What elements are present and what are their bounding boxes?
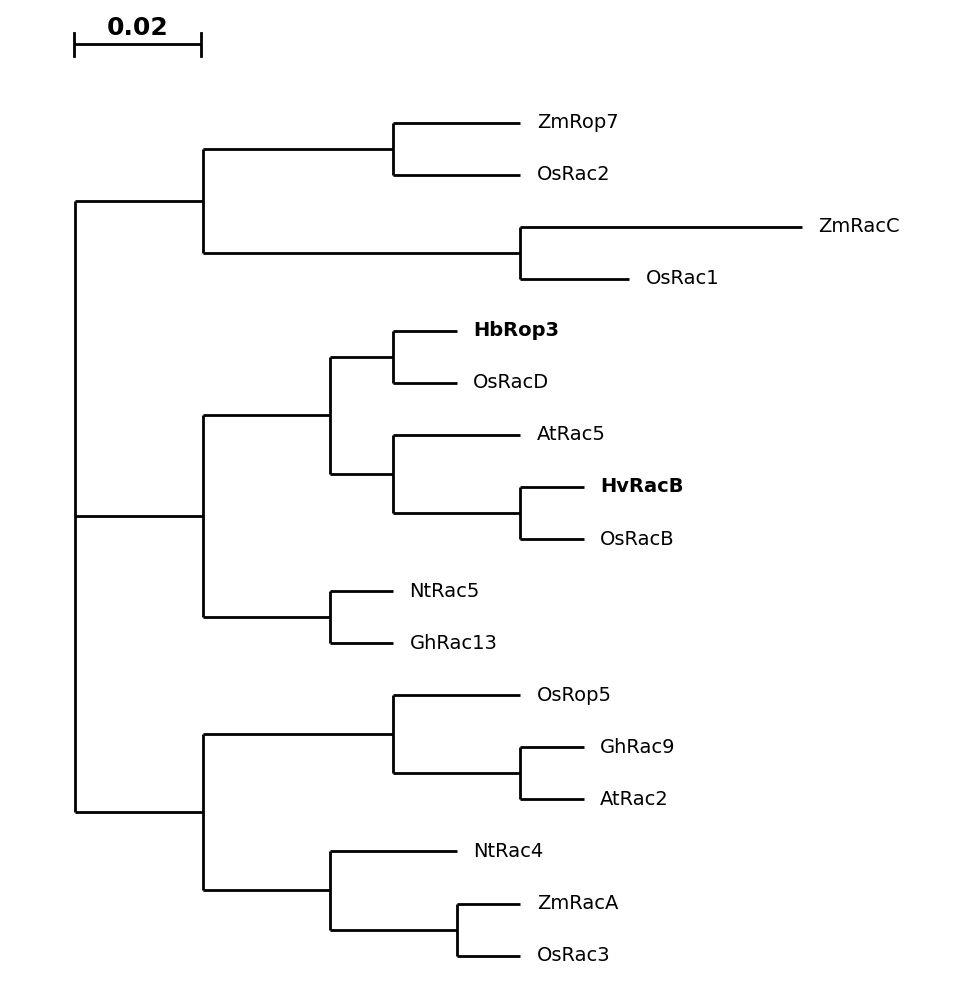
- Text: OsRac2: OsRac2: [536, 165, 610, 184]
- Text: OsRacB: OsRacB: [600, 530, 675, 549]
- Text: NtRac5: NtRac5: [409, 582, 480, 601]
- Text: AtRac2: AtRac2: [600, 790, 669, 809]
- Text: HbRop3: HbRop3: [473, 321, 560, 340]
- Text: ZmRop7: ZmRop7: [536, 113, 619, 132]
- Text: AtRac5: AtRac5: [536, 425, 606, 444]
- Text: OsRac1: OsRac1: [646, 269, 719, 288]
- Text: GhRac13: GhRac13: [409, 634, 498, 653]
- Text: OsRac3: OsRac3: [536, 946, 610, 965]
- Text: ZmRacA: ZmRacA: [536, 894, 618, 913]
- Text: HvRacB: HvRacB: [600, 477, 683, 496]
- Text: GhRac9: GhRac9: [600, 738, 676, 757]
- Text: NtRac4: NtRac4: [473, 842, 543, 861]
- Text: ZmRacC: ZmRacC: [818, 217, 900, 236]
- Text: OsRop5: OsRop5: [536, 686, 612, 705]
- Text: OsRacD: OsRacD: [473, 373, 549, 392]
- Text: 0.02: 0.02: [106, 16, 168, 40]
